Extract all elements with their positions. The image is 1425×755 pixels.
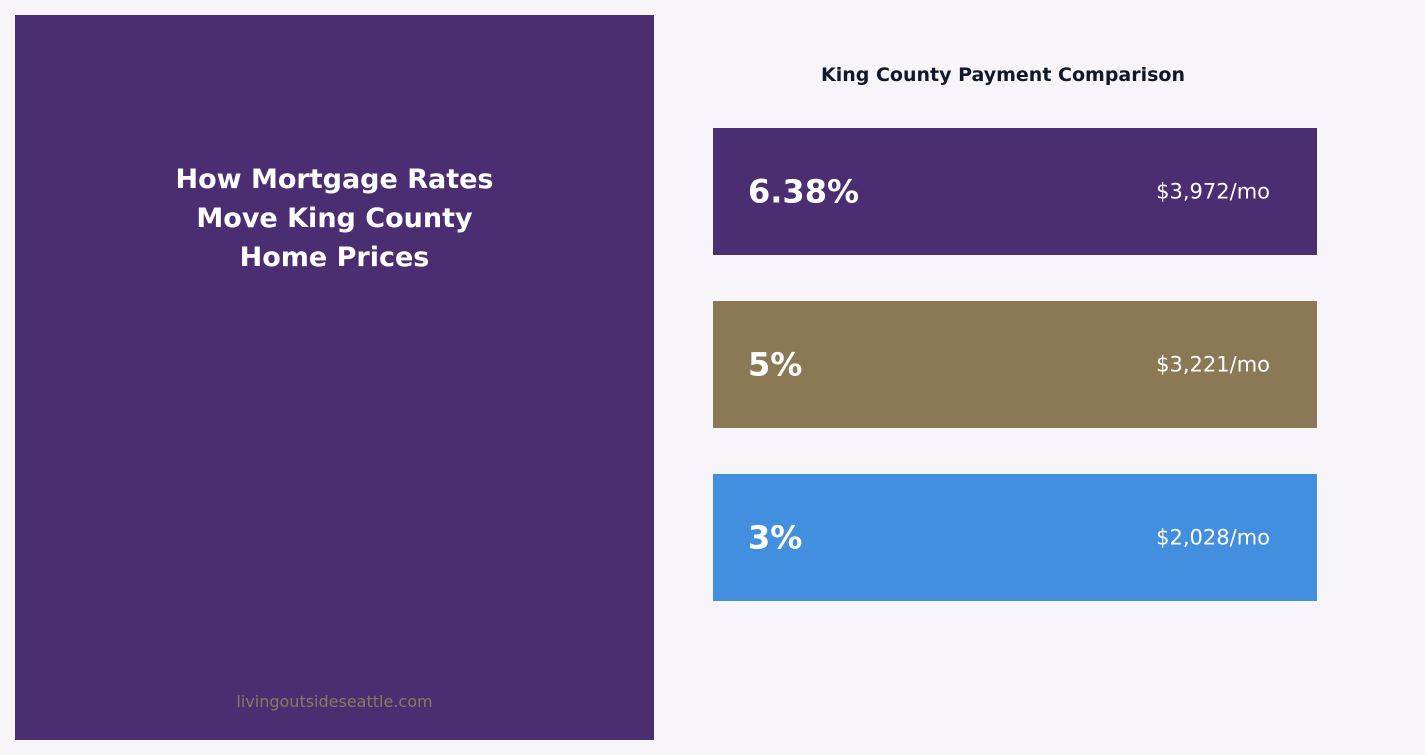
- headline-line-2: Move King County: [196, 203, 473, 234]
- bar-rate-label-3: 3%: [748, 519, 802, 557]
- chart-title: King County Payment Comparison: [820, 64, 1186, 86]
- headline-line-3: Home Prices: [239, 242, 430, 273]
- hero-panel: How Mortgage Rates Move King County Home…: [15, 15, 654, 740]
- payment-chart: 6.38% $3,972/mo 5% $3,221/mo 3% $2,028/mo: [713, 128, 1317, 601]
- bar-1: [713, 128, 1317, 255]
- bar-2: [713, 301, 1317, 428]
- bar-rate-label-1: 6.38%: [748, 173, 859, 211]
- bar-payment-label-1: $3,972/mo: [1156, 180, 1270, 204]
- bar-payment-label-3: $2,028/mo: [1156, 526, 1270, 550]
- bar-rate-label-2: 5%: [748, 346, 802, 384]
- headline: How Mortgage Rates Move King County Home…: [15, 160, 654, 277]
- site-credit: livingoutsideseattle.com: [236, 692, 433, 711]
- bar-3: [713, 474, 1317, 601]
- bar-payment-label-2: $3,221/mo: [1156, 353, 1270, 377]
- headline-line-1: How Mortgage Rates: [175, 164, 494, 195]
